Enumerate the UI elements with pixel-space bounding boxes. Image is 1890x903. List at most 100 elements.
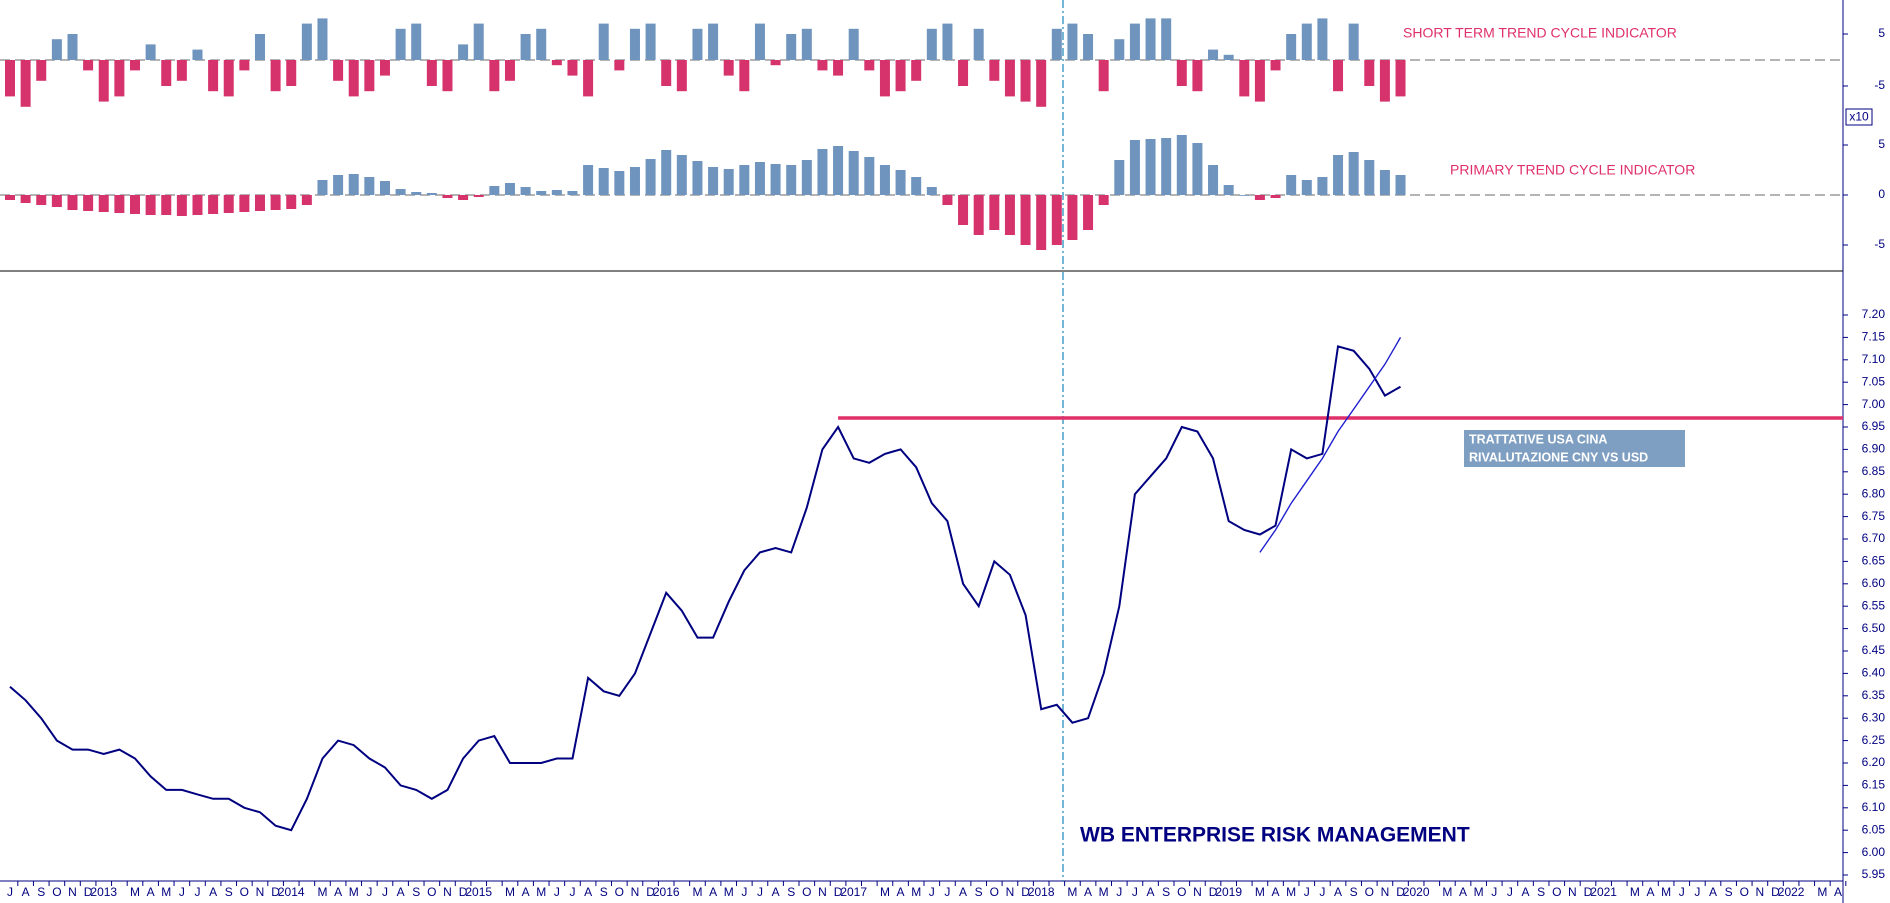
- bar: [1208, 165, 1219, 195]
- bar: [411, 192, 422, 195]
- x-tick-label: M: [692, 885, 702, 899]
- bar: [317, 180, 328, 195]
- bar: [348, 174, 359, 195]
- bar: [67, 34, 78, 60]
- bar: [129, 60, 140, 71]
- bar: [1161, 18, 1172, 60]
- bar: [1223, 54, 1234, 60]
- bar: [1067, 23, 1078, 61]
- bar: [442, 195, 453, 198]
- x-tick-label: J: [1694, 885, 1700, 899]
- bar: [864, 60, 875, 71]
- x-tick-label: A: [209, 885, 217, 899]
- x-tick-label: M: [880, 885, 890, 899]
- bar: [301, 23, 312, 61]
- bar: [442, 60, 453, 92]
- bar: [926, 28, 937, 60]
- x-tick-label: J: [1304, 885, 1310, 899]
- y-tick-label: 6.25: [1862, 733, 1886, 747]
- y-tick-label: 6.60: [1862, 576, 1886, 590]
- x-tick-label: D: [834, 885, 843, 899]
- y-multiplier: x10: [1849, 110, 1869, 124]
- multiplier-box: [1845, 108, 1873, 126]
- y-tick-label: -5: [1874, 78, 1885, 92]
- bar: [708, 23, 719, 61]
- x-tick-label: J: [1679, 885, 1685, 899]
- x-tick-label: D: [646, 885, 655, 899]
- bar: [1114, 39, 1125, 60]
- bar: [51, 39, 62, 60]
- bar: [1192, 60, 1203, 92]
- x-tick-label: S: [37, 885, 45, 899]
- y-tick-label: 5: [1878, 26, 1885, 40]
- bar: [176, 60, 187, 81]
- bar: [254, 34, 265, 60]
- y-tick-label: 6.90: [1862, 442, 1886, 456]
- x-tick-label: A: [584, 885, 592, 899]
- annotation-box: [1464, 430, 1685, 467]
- x-tick-label: N: [1006, 885, 1015, 899]
- x-tick-label: 2017: [840, 885, 867, 899]
- bar: [1317, 18, 1328, 60]
- y-tick-label: 6.40: [1862, 666, 1886, 680]
- price-line: [9, 345, 1401, 832]
- bar: [1176, 135, 1187, 195]
- bar: [1176, 60, 1187, 86]
- bar: [614, 171, 625, 195]
- x-tick-label: J: [929, 885, 935, 899]
- x-tick-label: J: [7, 885, 13, 899]
- bar: [1333, 155, 1344, 195]
- bar: [5, 60, 15, 97]
- bar: [239, 195, 250, 212]
- bar: [145, 44, 156, 60]
- bar: [1348, 152, 1359, 195]
- bar: [208, 60, 219, 92]
- bar: [958, 60, 969, 86]
- bar: [254, 195, 265, 211]
- trend-line: [1259, 337, 1402, 553]
- x-tick-label: O: [1177, 885, 1186, 899]
- bar: [723, 169, 734, 195]
- x-tick-label: D: [1209, 885, 1218, 899]
- y-tick-label: 6.35: [1862, 688, 1886, 702]
- bar: [895, 170, 906, 195]
- bar: [379, 60, 390, 76]
- x-tick-label: M: [1286, 885, 1296, 899]
- x-tick-label: 2022: [1778, 885, 1805, 899]
- bar: [1239, 60, 1250, 97]
- bar: [598, 23, 609, 61]
- x-tick-label: S: [975, 885, 983, 899]
- bar: [223, 195, 234, 213]
- x-tick-label: J: [569, 885, 575, 899]
- bar: [98, 195, 109, 212]
- bar: [1098, 60, 1109, 92]
- x-tick-label: J: [1132, 885, 1138, 899]
- x-tick-label: N: [818, 885, 827, 899]
- x-tick-label: A: [1647, 885, 1655, 899]
- bar: [661, 60, 672, 86]
- bar: [1098, 195, 1109, 205]
- x-tick-label: J: [366, 885, 372, 899]
- annotation-text: RIVALUTAZIONE CNY VS USD: [1469, 450, 1648, 464]
- bar: [848, 28, 859, 60]
- bar: [833, 60, 844, 76]
- bar: [911, 177, 922, 195]
- bar: [1114, 160, 1125, 195]
- x-tick-label: M: [1817, 885, 1827, 899]
- bar: [51, 195, 62, 207]
- bar: [473, 23, 484, 61]
- bar: [520, 34, 531, 60]
- bar: [1020, 195, 1031, 245]
- y-tick-label: 6.75: [1862, 509, 1886, 523]
- x-tick-label: D: [1021, 885, 1030, 899]
- x-tick-label: S: [1350, 885, 1358, 899]
- bar: [270, 195, 281, 210]
- x-tick-label: A: [1709, 885, 1717, 899]
- bar: [895, 60, 906, 92]
- x-tick-label: A: [1522, 885, 1530, 899]
- x-tick-label: J: [944, 885, 950, 899]
- bar: [973, 28, 984, 60]
- bar: [692, 161, 703, 195]
- bar: [208, 195, 219, 214]
